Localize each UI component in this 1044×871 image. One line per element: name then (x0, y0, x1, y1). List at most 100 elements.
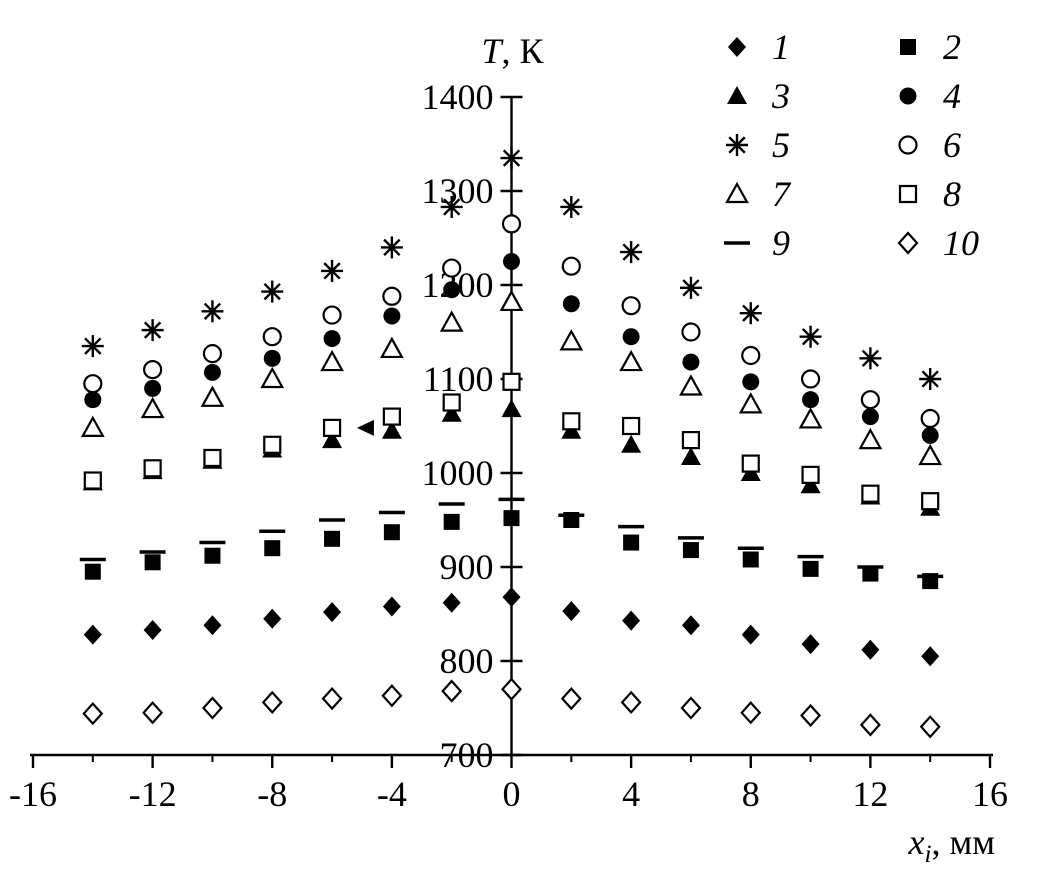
open-circle-marker (382, 286, 402, 306)
series-7 (80, 289, 943, 466)
open-triangle-marker (380, 336, 404, 359)
filled-circle-marker (383, 307, 401, 325)
open-square-marker (143, 459, 162, 478)
svg-text:8: 8 (943, 174, 961, 214)
asterisk-marker (859, 347, 882, 370)
open-circle-marker (442, 258, 462, 278)
svg-text:700: 700 (440, 735, 494, 775)
asterisk-marker (679, 276, 702, 299)
filled-diamond-marker (143, 619, 162, 640)
series-9 (79, 497, 944, 579)
asterisk-marker (261, 280, 284, 303)
filled-diamond-marker (323, 602, 342, 623)
svg-text:16: 16 (972, 774, 1008, 814)
filled-square-marker (204, 547, 221, 564)
open-square-marker (801, 465, 820, 484)
open-square-marker (83, 471, 102, 490)
open-triangle-marker (738, 392, 763, 414)
asterisk-marker (799, 325, 822, 348)
open-square-marker (898, 184, 918, 204)
filled-triangle-marker (621, 434, 642, 453)
svg-text:8: 8 (742, 774, 760, 814)
svg-text:12: 12 (852, 774, 888, 814)
open-circle-marker (920, 408, 940, 429)
open-triangle-marker (260, 366, 285, 389)
svg-text:-8: -8 (257, 774, 287, 814)
filled-triangle-marker (441, 403, 462, 422)
filled-circle-marker (323, 330, 341, 348)
filled-circle-marker (921, 426, 939, 444)
svg-text:3: 3 (771, 76, 790, 116)
filled-diamond-marker (921, 646, 940, 667)
filled-square-marker (443, 513, 460, 530)
svg-text:1400: 1400 (422, 77, 494, 117)
filled-diamond-marker (622, 610, 641, 631)
filled-circle-marker (263, 349, 281, 367)
asterisk-marker (620, 241, 643, 264)
filled-diamond-marker (83, 624, 102, 645)
legend-entry-1: 1 (728, 27, 790, 67)
open-circle-marker (621, 296, 641, 316)
filled-circle-marker (802, 391, 820, 409)
filled-triangle-marker (727, 86, 747, 104)
svg-text:10: 10 (943, 223, 979, 263)
filled-square-marker (324, 530, 341, 547)
filled-diamond-marker (203, 615, 222, 636)
svg-text:-16: -16 (9, 774, 57, 814)
open-diamond-marker (560, 686, 582, 711)
open-circle-marker (322, 305, 342, 325)
filled-square-marker (264, 540, 281, 557)
filled-diamond-marker (562, 601, 581, 622)
filled-square-marker (682, 542, 699, 559)
open-diamond-marker (261, 690, 283, 715)
filled-circle-marker (84, 391, 102, 409)
open-diamond-marker (501, 677, 522, 701)
legend-entry-3: 3 (727, 76, 790, 116)
svg-text:1000: 1000 (422, 453, 494, 493)
open-diamond-marker (381, 684, 403, 708)
open-triangle-marker (439, 310, 464, 332)
x-axis-title-symbol: x (908, 822, 925, 862)
open-diamond-marker (201, 696, 223, 720)
filled-circle-marker (443, 281, 461, 299)
x-axis-title-unit: , мм (931, 822, 995, 862)
legend-entry-2: 2 (900, 27, 961, 67)
filled-diamond-marker (801, 634, 820, 655)
asterisk-marker (141, 319, 164, 342)
legend: 1 2 3 4 5 6 7 8 9 10 (724, 27, 979, 263)
open-square-marker (502, 372, 521, 391)
y-axis-title-unit: , К (501, 31, 544, 71)
filled-circle-marker (899, 87, 917, 105)
svg-text:4: 4 (943, 76, 961, 116)
filled-circle-marker (622, 328, 640, 346)
filled-diamond-marker (728, 37, 746, 57)
filled-diamond-marker (263, 608, 282, 629)
filled-triangle-marker (680, 447, 701, 466)
open-triangle-marker (80, 415, 105, 437)
filled-square-marker (742, 551, 759, 568)
open-circle-marker (898, 135, 918, 155)
series-6 (83, 214, 940, 429)
open-circle-marker (143, 360, 163, 380)
open-square-marker (322, 418, 342, 437)
filled-circle-marker (144, 379, 162, 397)
open-square-marker (382, 407, 401, 426)
open-circle-marker (561, 256, 581, 276)
svg-text:1: 1 (772, 27, 790, 67)
asterisk-marker (739, 302, 762, 325)
asterisk-marker (440, 195, 463, 218)
series-1 (83, 587, 940, 667)
filled-triangle-marker (501, 399, 522, 418)
filled-square-marker (623, 534, 640, 551)
open-triangle-marker (725, 181, 749, 204)
open-diamond-marker (441, 679, 463, 703)
open-triangle-marker (320, 349, 344, 372)
asterisk-marker (919, 368, 942, 390)
open-circle-marker (262, 327, 282, 347)
filled-square-marker (84, 563, 101, 580)
filled-circle-marker (861, 408, 879, 426)
series-8 (83, 372, 940, 511)
open-circle-marker (860, 390, 880, 410)
filled-square-marker (802, 560, 819, 577)
